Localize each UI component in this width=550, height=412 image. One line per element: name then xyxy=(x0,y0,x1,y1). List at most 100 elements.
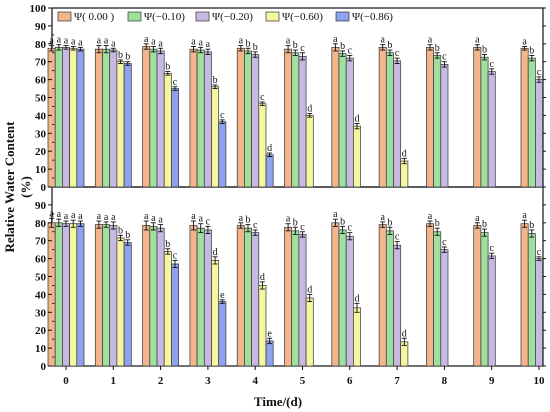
y-tick-label: 0 xyxy=(41,182,47,194)
bar-Ψ(−0.10) xyxy=(480,232,489,367)
significance-letter: d xyxy=(355,293,360,304)
significance-letter: a xyxy=(380,212,385,223)
bar-Ψ( 0.00 ) xyxy=(331,47,340,188)
x-tick-label: 10 xyxy=(534,375,546,387)
significance-letter: b xyxy=(125,52,130,63)
bar-Ψ(−0.20) xyxy=(62,223,70,367)
bar-Ψ( 0.00 ) xyxy=(426,47,434,188)
bar-marks xyxy=(47,46,543,367)
axis-ticks: 0102030405060708090100010203040506070809… xyxy=(30,3,546,387)
bar-Ψ(−0.60) xyxy=(258,285,267,367)
bar-Ψ( 0.00 ) xyxy=(520,47,529,188)
legend-swatch xyxy=(335,11,350,22)
significance-letter: a xyxy=(333,209,338,220)
significance-letter: a xyxy=(49,36,54,47)
bar-Ψ( 0.00 ) xyxy=(284,226,293,367)
significance-letter: a xyxy=(158,215,163,226)
bar-Ψ(−0.10) xyxy=(244,50,252,188)
legend: Ψ( 0.00 ) Ψ(−0.10) Ψ(−0.20) Ψ(−0.60) Ψ(−0.86… xyxy=(57,11,393,23)
significance-letter: c xyxy=(489,59,494,70)
significance-letter: d xyxy=(402,328,407,339)
significance-letter: b xyxy=(246,215,251,226)
significance-letter: b xyxy=(165,239,170,250)
significance-letter: a xyxy=(111,38,116,49)
bar-Ψ(−0.10) xyxy=(102,48,111,188)
significance-letter: b xyxy=(387,217,392,228)
significance-letter: b xyxy=(293,40,298,51)
bar-Ψ(−0.10) xyxy=(54,222,63,367)
significance-letter: e xyxy=(220,290,225,301)
bar-Ψ(−0.20) xyxy=(251,54,260,188)
significance-letter: b xyxy=(340,41,345,52)
bar-Ψ(−0.20) xyxy=(345,57,354,188)
bar-Ψ(−0.20) xyxy=(535,79,543,188)
bar-Ψ(−0.86) xyxy=(123,242,132,367)
y-tick-label: 100 xyxy=(30,3,47,15)
bar-Ψ(−0.10) xyxy=(480,56,489,188)
bar-Ψ(−0.60) xyxy=(116,61,125,188)
significance-letter: c xyxy=(537,67,542,78)
bar-Ψ(−0.20) xyxy=(109,49,118,188)
significance-letter: c xyxy=(395,48,400,59)
bar-Ψ(−0.86) xyxy=(265,154,274,188)
bar-Ψ(−0.20) xyxy=(62,47,70,188)
significance-letter: b xyxy=(293,217,298,228)
significance-letter: a xyxy=(191,36,196,47)
significance-letter: c xyxy=(173,77,178,88)
significance-letter: b xyxy=(118,225,123,236)
y-tick-label: 0 xyxy=(41,361,47,373)
bar-Ψ(−0.20) xyxy=(156,50,165,188)
significance-letter: a xyxy=(151,213,156,224)
significance-letter: a xyxy=(78,37,83,48)
significance-letter: a xyxy=(198,214,203,225)
y-tick-label: 20 xyxy=(35,325,47,337)
bar-Ψ( 0.00 ) xyxy=(473,225,482,367)
significance-letter: a xyxy=(64,211,69,222)
significance-letter: b xyxy=(340,216,345,227)
bar-Ψ(−0.60) xyxy=(116,237,125,367)
bar-Ψ(−0.20) xyxy=(535,258,543,367)
significance-letter: a xyxy=(111,212,116,223)
bar-Ψ(−0.86) xyxy=(218,121,227,188)
y-tick-label: 50 xyxy=(35,272,47,284)
bar-Ψ(−0.10) xyxy=(149,48,158,188)
significance-letter: a xyxy=(333,34,338,45)
bar-Ψ(−0.10) xyxy=(338,53,347,188)
bar-Ψ(−0.10) xyxy=(196,227,205,367)
bar-Ψ( 0.00 ) xyxy=(236,47,245,188)
significance-letter: a xyxy=(71,36,76,47)
bar-Ψ(−0.10) xyxy=(196,49,205,188)
y-tick-label: 30 xyxy=(35,307,47,319)
x-tick-label: 7 xyxy=(394,375,400,387)
bar-Ψ(−0.60) xyxy=(400,160,409,188)
bar-Ψ(−0.10) xyxy=(244,227,252,367)
significance-letter: a xyxy=(475,213,480,224)
y-tick-label: 80 xyxy=(35,218,47,230)
bar-Ψ(−0.86) xyxy=(218,301,227,367)
bar-Ψ(−0.60) xyxy=(69,47,78,188)
bar-Ψ( 0.00 ) xyxy=(378,224,387,367)
bar-Ψ(−0.60) xyxy=(353,307,361,367)
significance-letter: a xyxy=(71,210,76,221)
x-tick-label: 0 xyxy=(63,375,69,387)
legend-swatch xyxy=(127,11,142,22)
x-tick-label: 1 xyxy=(111,375,117,387)
significance-letter: c xyxy=(300,222,305,233)
legend-entry: Ψ( 0.00 ) xyxy=(74,11,115,23)
bar-Ψ(−0.20) xyxy=(440,64,449,188)
legend-entry: Ψ(−0.20) xyxy=(212,11,253,23)
significance-letter: a xyxy=(286,36,291,47)
significance-letter: c xyxy=(260,92,265,103)
bar-Ψ( 0.00 ) xyxy=(520,223,529,367)
bar-Ψ(−0.20) xyxy=(345,235,354,367)
significance-letter: a xyxy=(239,36,244,47)
significance-letter: b xyxy=(118,50,123,61)
significance-letter: d xyxy=(213,247,218,258)
bar-Ψ(−0.60) xyxy=(211,86,220,188)
significance-letter: d xyxy=(267,143,272,154)
bar-Ψ(−0.60) xyxy=(305,297,314,367)
significance-letter: b xyxy=(529,45,534,56)
bar-Ψ(−0.20) xyxy=(203,229,212,367)
